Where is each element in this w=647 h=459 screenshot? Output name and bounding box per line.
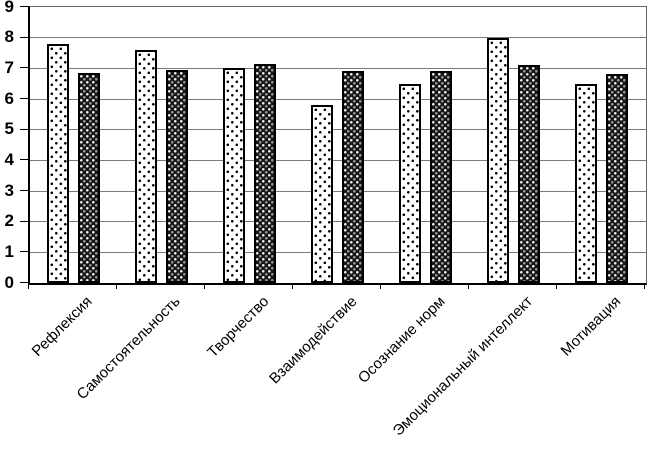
y-axis-tick [20,221,28,222]
x-axis-tick [644,283,645,289]
y-axis-tick [20,251,28,252]
x-category-label: Творчество [203,293,273,362]
gridline-5 [30,129,646,131]
x-axis-tick [556,283,557,289]
gridline-7 [30,67,646,69]
x-category-label: Эмоциональный интеллект [389,293,537,440]
y-tick-label: 1 [4,242,14,261]
y-axis-tick [20,159,28,160]
y-axis-tick [20,6,28,7]
x-category-label: Мотивация [557,293,625,360]
y-tick-label: 7 [4,58,14,77]
gridline-1 [30,251,646,253]
bar-dark-trellis-6 [518,65,540,283]
y-tick-label: 9 [4,0,14,16]
bar-dotted-white-3 [223,68,245,283]
y-tick-label: 4 [4,150,14,169]
y-axis-tick [20,67,28,68]
gridline-4 [30,159,646,161]
y-tick-label: 6 [4,89,14,108]
y-tick-label: 3 [4,181,14,200]
x-axis-tick [116,283,117,289]
x-axis-tick [292,283,293,289]
y-axis-tick [20,98,28,99]
x-axis-tick [468,283,469,289]
y-tick-label: 5 [4,119,14,138]
bar-dotted-white-1 [47,43,69,283]
bar-dotted-white-4 [311,105,333,283]
bar-dark-trellis-1 [78,72,100,283]
bar-dark-trellis-5 [430,71,452,283]
bar-dotted-white-7 [575,83,597,283]
plot-area [28,6,647,285]
x-axis-tick [380,283,381,289]
gridline-6 [30,98,646,100]
bar-dotted-white-2 [135,49,157,283]
x-category-label: Взаимодействие [265,293,361,388]
gridline-8 [30,37,646,39]
y-tick-label: 8 [4,27,14,46]
bar-dark-trellis-7 [606,74,628,283]
x-axis-tick [204,283,205,289]
bar-dark-trellis-3 [254,63,276,283]
bar-dotted-white-5 [399,83,421,283]
gridline-3 [30,190,646,192]
x-category-label: Осознание норм [354,293,449,387]
bar-dark-trellis-4 [342,71,364,283]
y-tick-label: 2 [4,211,14,230]
y-axis-tick [20,129,28,130]
y-tick-label: 0 [4,273,14,292]
x-axis-tick [28,283,29,289]
x-category-label: Рефлексия [29,293,97,360]
y-axis-tick [20,37,28,38]
gridline-2 [30,221,646,223]
bar-dotted-white-6 [487,37,509,283]
bar-dark-trellis-2 [166,69,188,283]
y-axis-tick [20,190,28,191]
y-axis-tick [20,282,28,283]
